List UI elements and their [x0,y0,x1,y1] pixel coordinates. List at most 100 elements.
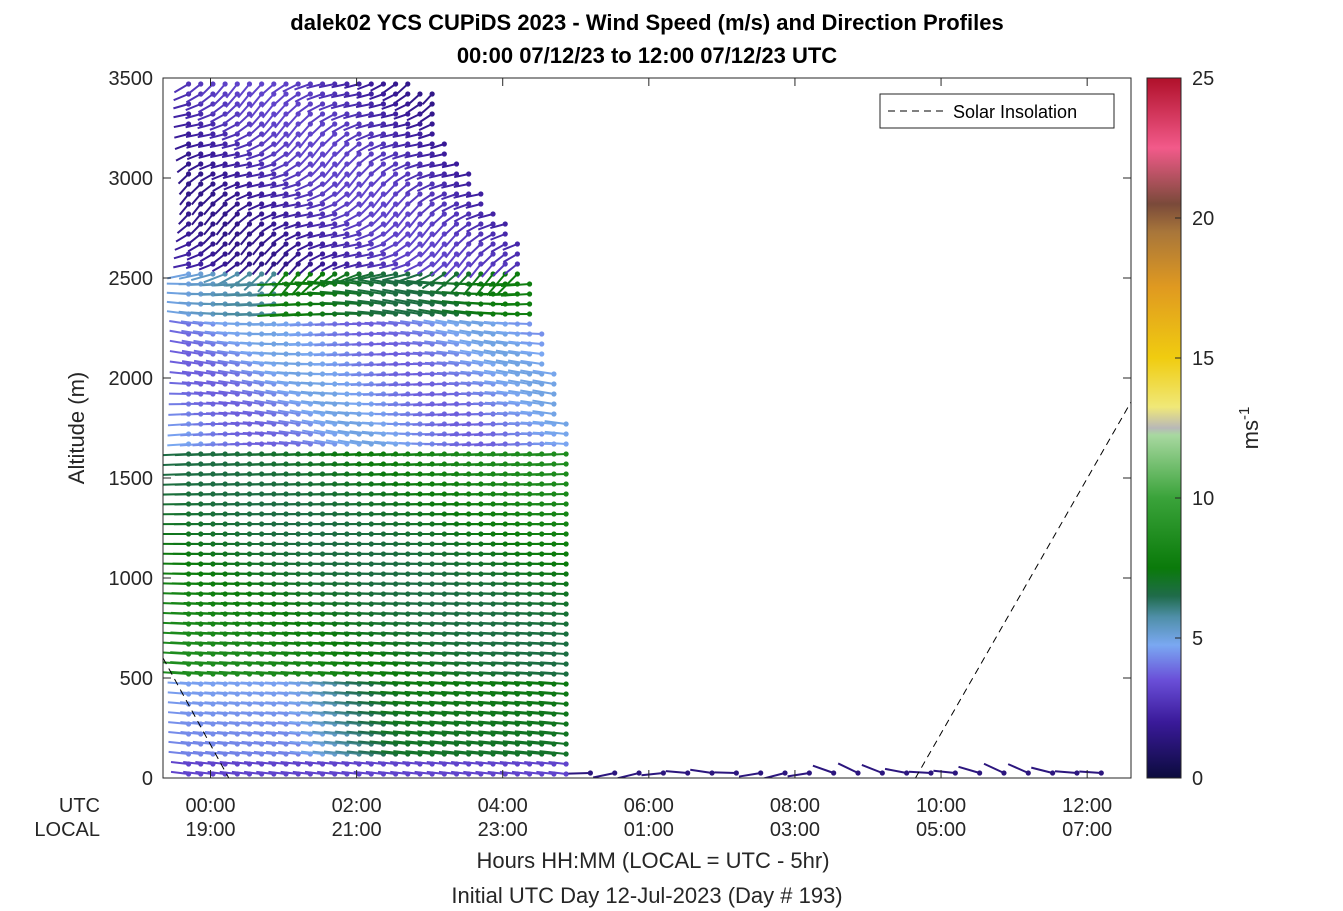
x-tick-label-local: 03:00 [770,819,820,841]
wind-barb [330,111,350,121]
wind-barb [239,251,253,266]
wind-barb [237,211,253,224]
wind-barb [354,251,374,259]
wind-barb [175,231,192,243]
colorbar-label: ms-1 [1236,407,1263,450]
wind-barb [285,241,301,253]
row-label-utc: UTC [59,795,100,817]
wind-barb [275,251,289,266]
wind-barb [294,81,313,91]
wind-barb [215,231,228,246]
wind-barb [236,201,253,213]
wind-barb [331,121,350,134]
wind-barb [236,111,253,127]
x-tick-label-local: 19:00 [185,819,235,841]
wind-barb [239,221,253,235]
x-tick-label-utc: 02:00 [332,795,382,817]
wind-barb [260,211,277,221]
wind-barb [306,91,326,101]
wind-barb [273,231,289,243]
wind-barb [215,221,228,236]
wind-barb [178,211,192,225]
wind-barb [259,81,277,97]
wind-barb [188,231,204,244]
wind-barb [216,271,240,287]
wind-barbs [163,81,1104,778]
wind-barb [332,131,350,146]
wind-barb [359,191,374,209]
wind-barb [261,121,277,138]
wind-barb [225,201,240,214]
wind-barb [272,221,289,232]
x-tick-label-utc: 10:00 [916,795,966,817]
wind-barb [212,181,228,192]
wind-barb [284,231,301,242]
wind-barb [263,241,277,255]
wind-barb [332,261,350,271]
y-tick-label: 1500 [109,468,154,490]
wind-barb [188,171,204,184]
wind-barb [250,221,265,234]
colorbar-gradient [1146,77,1182,779]
x-tick-label-local: 01:00 [624,819,674,841]
wind-barb [202,191,216,205]
colorbar-unit-exponent: -1 [1236,407,1253,420]
wind-barb [259,201,277,210]
row-label-local: LOCAL [34,819,100,841]
wind-barb [356,91,374,99]
wind-barb [283,91,301,105]
wind-barb [237,81,253,99]
wind-barb [227,241,240,256]
wind-barb [202,231,216,245]
wind-barb [186,151,204,161]
y-tick-label: 500 [120,668,153,690]
wind-barb [233,161,253,169]
wind-barb [214,201,228,215]
wind-barb [282,191,301,199]
wind-barb [296,241,313,252]
legend-label: Solar Insolation [953,102,1077,122]
wind-barb [225,81,240,99]
x-tick-label-utc: 08:00 [770,795,820,817]
wind-barb [221,151,240,159]
x-tick-label-local: 21:00 [332,819,382,841]
wind-barb [203,211,216,226]
wind-barb [177,171,192,185]
wind-barb [318,101,338,111]
wind-barb [286,251,301,265]
wind-barb [343,121,362,132]
wind-barb [251,231,265,245]
wind-barb [282,81,301,93]
wind-barb [284,101,301,117]
wind-barb [173,111,192,119]
wind-barb [271,81,289,95]
wind-barb [346,181,362,199]
wind-barb [320,251,338,261]
legend: Solar Insolation [879,93,1115,129]
wind-barb [301,271,326,294]
wind-barb [223,181,240,191]
wind-barb [233,151,253,159]
wind-barb [306,211,326,219]
wind-barb [318,221,338,229]
wind-barb [175,151,192,162]
wind-barb [297,151,313,168]
wind-barb [224,191,240,203]
colorbar-tick-label: 20 [1192,208,1214,230]
x-axis-sublabel: Initial UTC Day 12-Jul-2023 (Day # 193) [451,883,842,908]
wind-barb [173,81,192,94]
wind-barb [222,171,240,180]
wind-barb [297,251,313,264]
wind-barb [173,251,192,260]
wind-barb [284,151,301,167]
wind-barb [211,261,228,272]
wind-barb [179,191,192,206]
x-tick-label-utc: 04:00 [478,795,528,817]
wind-barb [344,141,362,156]
wind-barb [213,191,228,204]
wind-barb [321,171,338,188]
wind-barb [285,141,301,158]
wind-barb [320,181,338,196]
wind-barb [294,201,313,209]
